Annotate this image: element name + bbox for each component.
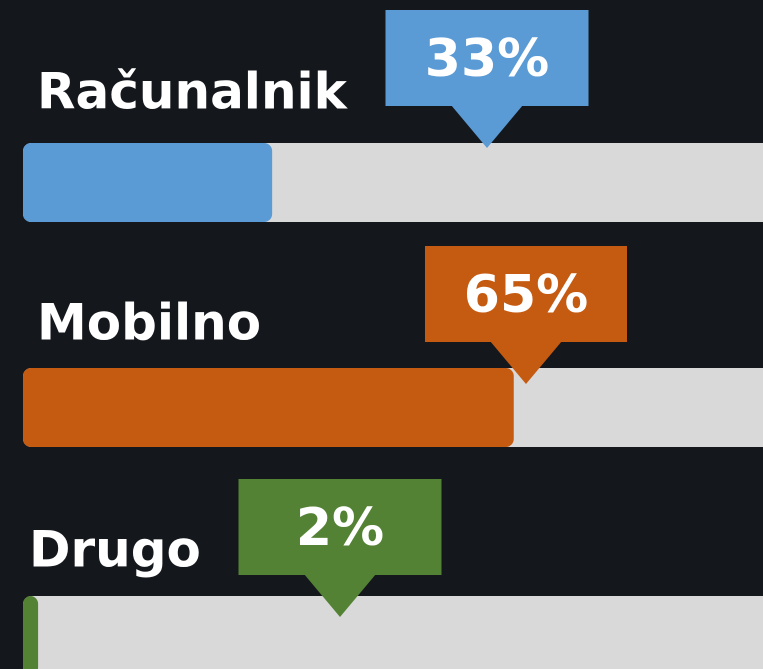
callout-box [385, 10, 589, 106]
bar [23, 143, 273, 222]
value-label: 2% [296, 498, 384, 558]
callout-pointer [451, 105, 523, 148]
callout-pointer [304, 574, 376, 617]
callout-pointer [490, 341, 562, 384]
value-label: 33% [425, 29, 549, 89]
callout-box [425, 246, 627, 342]
bar [23, 596, 39, 669]
category-label: Računalnik [37, 63, 349, 121]
callout-box [238, 479, 442, 575]
bar-track [23, 596, 763, 669]
bar [23, 368, 514, 447]
category-label: Mobilno [37, 294, 261, 352]
value-label: 65% [464, 265, 588, 325]
category-label: Drugo [29, 521, 201, 579]
